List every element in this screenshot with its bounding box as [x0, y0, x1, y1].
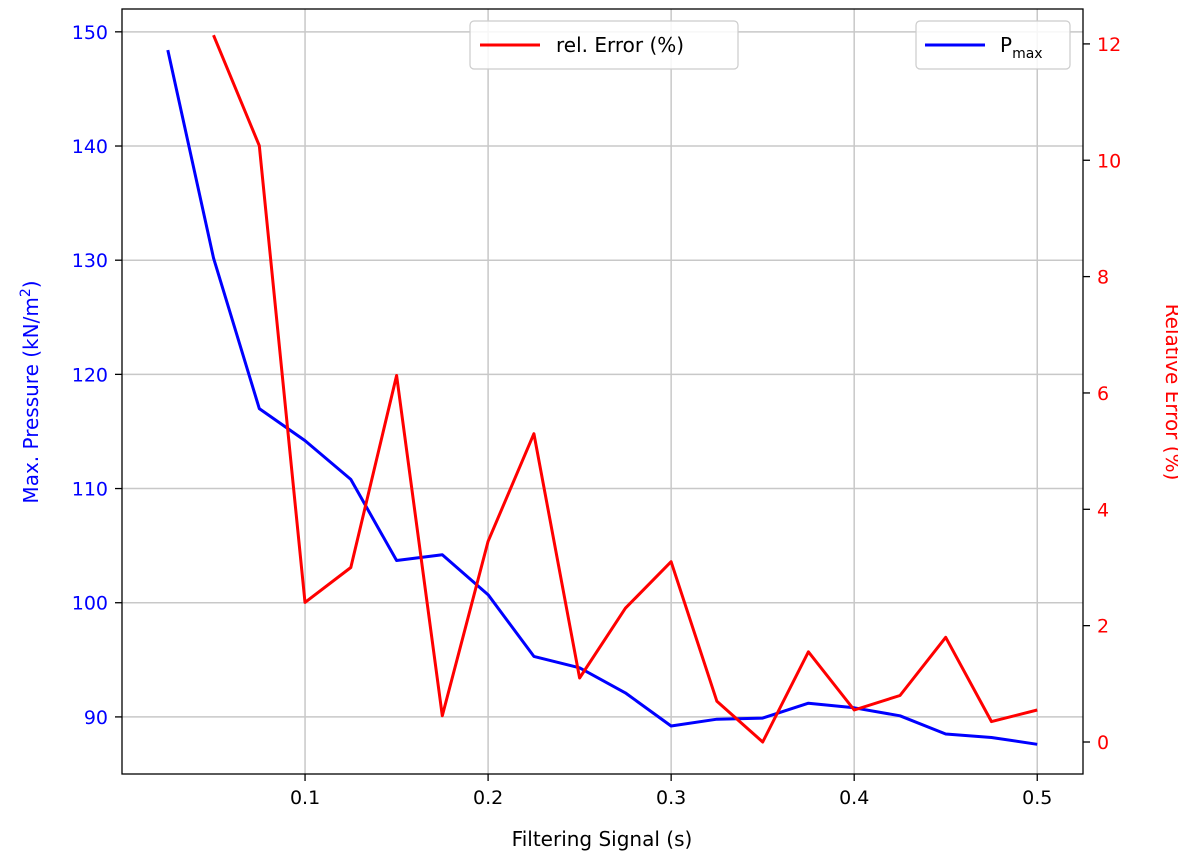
y-right-tick-label: 12	[1097, 34, 1121, 56]
y-right-tick-label: 0	[1097, 732, 1109, 754]
x-tick-label: 0.4	[839, 787, 869, 809]
y-left-tick-label: 100	[72, 593, 108, 615]
axis-ticks: 0.1 0.2 0.3 0.4 0.5 90 100 110 120 130 140 150 0 2 4 6 8…	[72, 22, 1121, 809]
x-axis-label: Filtering Signal (s)	[512, 827, 693, 851]
y-axis-right-label: Relative Error (%)	[1161, 304, 1178, 481]
legend-rel-error-label: rel. Error (%)	[556, 33, 684, 57]
y-axis-left-label-main: Max. Pressure (kN/m	[19, 297, 43, 503]
x-tick-label: 0.3	[656, 787, 686, 809]
x-tick-label: 0.2	[473, 787, 503, 809]
y-left-tick-label: 90	[84, 707, 108, 729]
x-tick-label: 0.1	[290, 787, 320, 809]
plot-frame	[121, 8, 1084, 775]
y-axis-left-label-tail: )	[19, 280, 43, 288]
y-left-tick-label: 130	[72, 250, 108, 272]
y-left-tick-label: 110	[72, 479, 108, 501]
x-tick-label: 0.5	[1022, 787, 1052, 809]
legend-p-max-subscript: max	[1012, 46, 1043, 62]
y-axis-left-label: Max. Pressure (kN/m2)	[18, 280, 43, 503]
y-left-tick-label: 150	[72, 22, 108, 44]
y-left-tick-label: 120	[72, 364, 108, 386]
legend-rel-error: rel. Error (%)	[469, 20, 739, 70]
y-axis-left-label-exponent: 2	[18, 288, 34, 297]
y-left-tick-label: 140	[72, 136, 108, 158]
y-right-tick-label: 2	[1097, 616, 1109, 638]
legend-p-max-main: P	[1000, 33, 1012, 57]
legend-p-max-label: Pmax	[1000, 33, 1043, 62]
grid-lines	[122, 9, 1083, 774]
y-right-tick-label: 10	[1097, 150, 1121, 172]
series-line-rel-error	[212, 34, 1038, 744]
series-lines	[166, 34, 1038, 746]
y-right-tick-label: 4	[1097, 499, 1109, 521]
y-right-tick-label: 8	[1097, 267, 1109, 289]
legend-p-max: Pmax	[915, 20, 1071, 70]
y-right-tick-label: 6	[1097, 383, 1109, 405]
series-line-p-max	[166, 49, 1038, 746]
